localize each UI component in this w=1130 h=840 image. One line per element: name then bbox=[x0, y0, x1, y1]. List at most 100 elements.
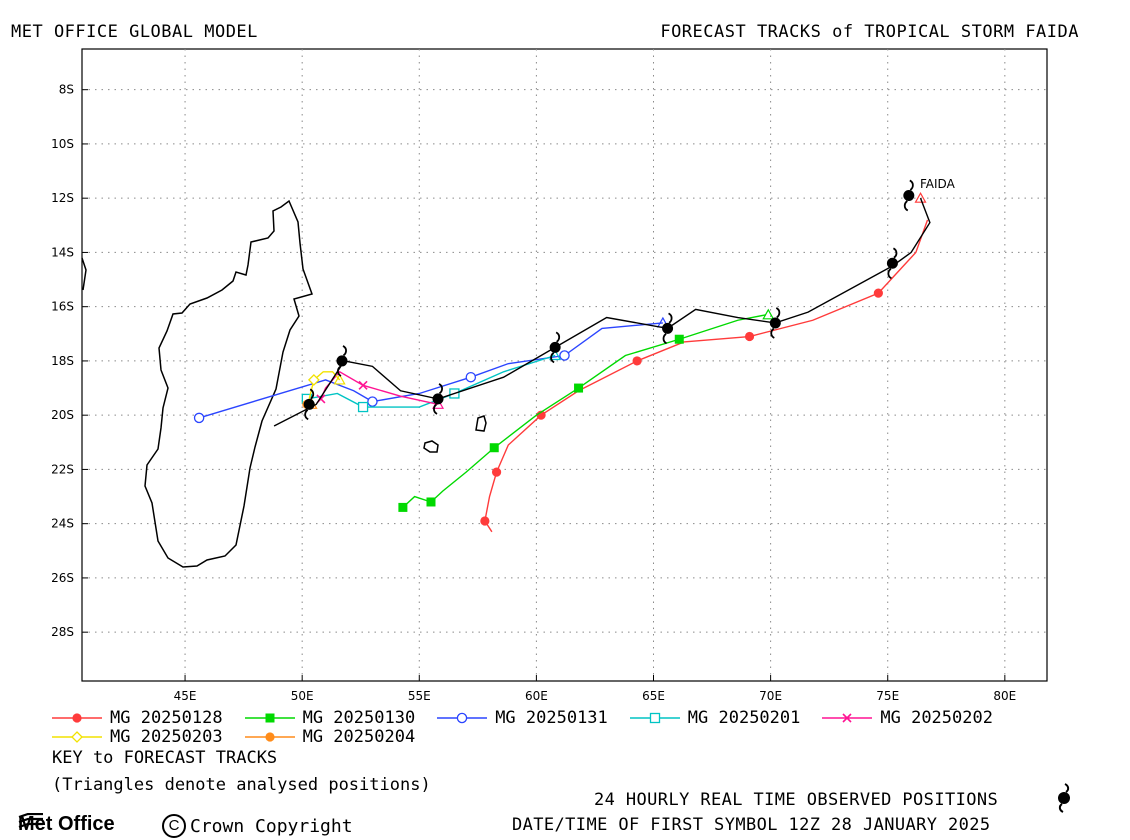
cyclone-arm bbox=[770, 327, 775, 339]
track-line bbox=[198, 322, 663, 419]
storm-name-label: FAIDA bbox=[920, 177, 956, 191]
cyclone-arm bbox=[433, 403, 438, 415]
chart-title: FORECAST TRACKS of TROPICAL STORM FAIDA bbox=[660, 22, 1079, 42]
cyclone-arm bbox=[909, 179, 914, 191]
observed-track bbox=[273, 179, 931, 427]
y-tick-label: 26S bbox=[51, 571, 74, 585]
legend-swatch-20250204 bbox=[244, 732, 295, 742]
x-tick-label: 65E bbox=[642, 689, 665, 703]
observed-cyclone-symbol bbox=[336, 345, 348, 377]
cyclone-symbol-icon bbox=[1058, 783, 1070, 813]
track-marker bbox=[491, 467, 502, 477]
reunion-island bbox=[423, 440, 439, 453]
land-outlines bbox=[81, 199, 487, 568]
legend-row-1: MG 20250128 MG 20250130 MG 20250131 MG 2… bbox=[52, 708, 1015, 728]
x-tick-label: 80E bbox=[993, 689, 1016, 703]
triangle-note: (Triangles denote analysed positions) bbox=[52, 775, 431, 795]
grid-lines bbox=[82, 49, 1047, 681]
y-tick-label: 22S bbox=[51, 462, 74, 476]
track-marker bbox=[357, 401, 369, 413]
y-tick-label: 28S bbox=[51, 625, 74, 639]
cyclone-center bbox=[303, 398, 315, 410]
analysed-position-triangle bbox=[333, 373, 346, 385]
track-marker bbox=[358, 380, 368, 390]
africa-coast bbox=[81, 257, 87, 291]
observed-cyclone-symbol bbox=[903, 179, 915, 212]
track-marker bbox=[367, 396, 378, 407]
legend-label-20250131: MG 20250131 bbox=[495, 708, 608, 728]
legend-item-20250130: MG 20250130 bbox=[244, 708, 415, 728]
track-marker bbox=[193, 412, 205, 424]
cyclone-arm bbox=[892, 247, 898, 259]
legend-swatch-20250203 bbox=[52, 731, 102, 743]
track-mg-20250130 bbox=[398, 308, 775, 512]
analysed-position-triangle bbox=[914, 191, 927, 203]
track-marker bbox=[559, 350, 570, 361]
track-marker bbox=[674, 334, 684, 344]
axes: 45E 50E 55E 60E 65E 70E 75E 80E 8S 10S 12S 14S 16S 18… bbox=[51, 83, 1016, 703]
y-tick-label: 18S bbox=[51, 354, 74, 368]
track-line bbox=[402, 314, 767, 508]
cyclone-arm bbox=[668, 312, 673, 324]
x-tick-label: 50E bbox=[291, 689, 314, 703]
track-marker bbox=[574, 383, 584, 393]
legend-row-2: MG 20250203 MG 20250204 bbox=[52, 727, 437, 747]
cyclone-center bbox=[903, 189, 915, 201]
cyclone-center bbox=[662, 322, 674, 334]
plot-frame bbox=[81, 48, 1048, 682]
track-mg-20250202 bbox=[316, 370, 445, 409]
cyclone-arm bbox=[887, 268, 892, 280]
legend-swatch-20250131 bbox=[437, 712, 488, 724]
analysed-position-triangle bbox=[762, 308, 775, 320]
cyclone-arm bbox=[342, 345, 347, 357]
header-model-title: MET OFFICE GLOBAL MODEL bbox=[11, 22, 258, 42]
legend-item-20250201: MG 20250201 bbox=[629, 708, 801, 728]
track-marker bbox=[307, 373, 320, 386]
observed-cyclone-symbol bbox=[303, 388, 315, 421]
legend-swatch-20250202 bbox=[822, 713, 873, 723]
legend-swatch-20250201 bbox=[629, 712, 680, 724]
forecast-tracks bbox=[193, 191, 929, 533]
observed-positions-note: 24 HOURLY REAL TIME OBSERVED POSITIONS bbox=[594, 790, 999, 810]
cyclone-center bbox=[336, 355, 348, 367]
legend-item-20250203: MG 20250203 bbox=[52, 727, 223, 747]
cyclone-center bbox=[769, 317, 781, 329]
y-tick-label: 14S bbox=[51, 245, 74, 259]
x-tick-label: 60E bbox=[525, 689, 548, 703]
cyclone-arm bbox=[337, 365, 342, 377]
cyclone-center bbox=[549, 341, 561, 353]
y-tick-label: 24S bbox=[51, 517, 74, 531]
mauritius-island bbox=[475, 415, 487, 432]
track-marker bbox=[426, 497, 436, 507]
track-marker bbox=[744, 331, 755, 342]
observed-cyclone-symbol bbox=[662, 312, 674, 345]
cyclone-center bbox=[432, 393, 444, 405]
observed-cyclone-symbol bbox=[769, 307, 781, 339]
legend-swatch-20250130 bbox=[244, 713, 295, 723]
y-tick-label: 20S bbox=[51, 408, 74, 422]
key-label: KEY to FORECAST TRACKS bbox=[52, 748, 278, 768]
first-symbol-date-note: DATE/TIME OF FIRST SYMBOL 12Z 28 JANUARY… bbox=[512, 815, 991, 835]
legend-item-20250128: MG 20250128 bbox=[52, 708, 223, 728]
x-tick-label: 45E bbox=[174, 689, 197, 703]
track-mg-20250131 bbox=[193, 316, 669, 424]
track-marker bbox=[873, 288, 883, 298]
legend-item-20250202: MG 20250202 bbox=[822, 708, 993, 728]
met-office-logo: Met Office bbox=[18, 813, 115, 836]
cyclone-arm bbox=[550, 352, 555, 364]
x-tick-label: 70E bbox=[759, 689, 782, 703]
cyclone-arm bbox=[309, 388, 315, 400]
copyright: C Crown Copyright bbox=[162, 814, 353, 838]
track-mg-20250203 bbox=[307, 371, 346, 400]
cyclone-arm bbox=[775, 307, 781, 319]
x-tick-label: 55E bbox=[408, 689, 431, 703]
observed-cyclone-symbol bbox=[886, 247, 898, 280]
legend-label-20250201: MG 20250201 bbox=[687, 708, 801, 728]
legend-item-20250131: MG 20250131 bbox=[437, 708, 608, 728]
legend-item-20250204: MG 20250204 bbox=[244, 727, 415, 747]
track-marker bbox=[465, 371, 477, 383]
cyclone-arm bbox=[304, 409, 309, 421]
cyclone-arm bbox=[438, 383, 443, 395]
track-line bbox=[306, 354, 556, 408]
